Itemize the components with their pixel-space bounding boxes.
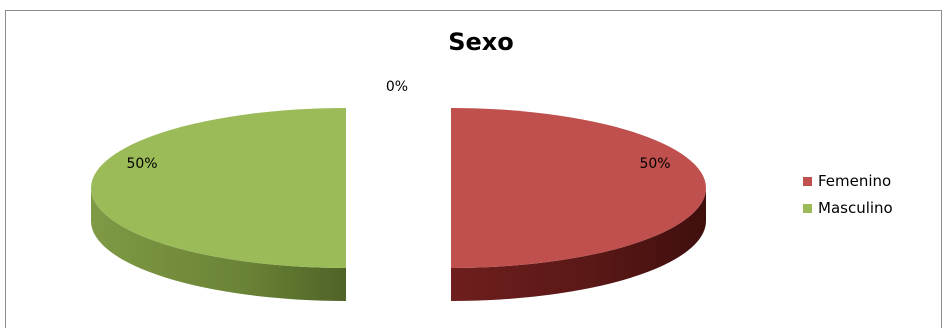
legend-label-masculino: Masculino <box>818 199 893 217</box>
slice-side-wall <box>91 188 346 301</box>
data-label-zero: 0% <box>386 79 408 95</box>
pie-slices <box>91 108 706 301</box>
chart-title: Sexo <box>448 28 514 56</box>
slice-top-face <box>451 108 706 268</box>
pie-slice-femenino <box>451 108 706 301</box>
legend-swatch-masculino <box>803 204 812 213</box>
pie-slice-masculino <box>91 108 346 301</box>
legend-label-femenino: Femenino <box>818 172 891 190</box>
data-labels: 50% 50% <box>126 156 670 172</box>
legend: Femenino Masculino <box>803 172 893 217</box>
data-label-femenino: 50% <box>639 156 670 172</box>
slice-top-face <box>91 108 346 268</box>
legend-swatch-femenino <box>803 177 812 186</box>
slice-side-wall <box>451 188 706 301</box>
data-label-masculino: 50% <box>126 156 157 172</box>
